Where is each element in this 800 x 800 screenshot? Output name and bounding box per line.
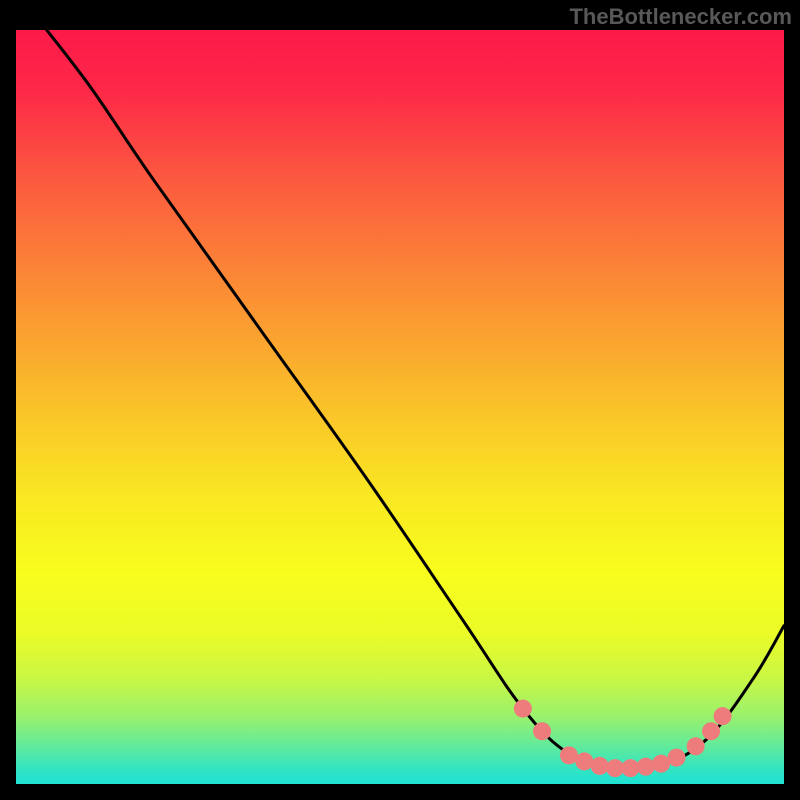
curve-marker	[702, 722, 720, 740]
curve-marker	[591, 757, 609, 775]
curve-marker	[575, 752, 593, 770]
curve-marker	[687, 737, 705, 755]
curve-marker	[714, 707, 732, 725]
curve-marker	[514, 700, 532, 718]
chart-container: TheBottlenecker.com	[0, 0, 800, 800]
chart-svg	[16, 30, 784, 784]
curve-marker	[652, 755, 670, 773]
curve-marker	[621, 759, 639, 777]
curve-marker	[667, 749, 685, 767]
curve-marker	[533, 722, 551, 740]
watermark-text: TheBottlenecker.com	[569, 4, 792, 30]
plot-area	[16, 30, 784, 784]
curve-marker	[560, 746, 578, 764]
curve-marker	[606, 759, 624, 777]
gradient-background	[16, 30, 784, 784]
curve-marker	[637, 758, 655, 776]
